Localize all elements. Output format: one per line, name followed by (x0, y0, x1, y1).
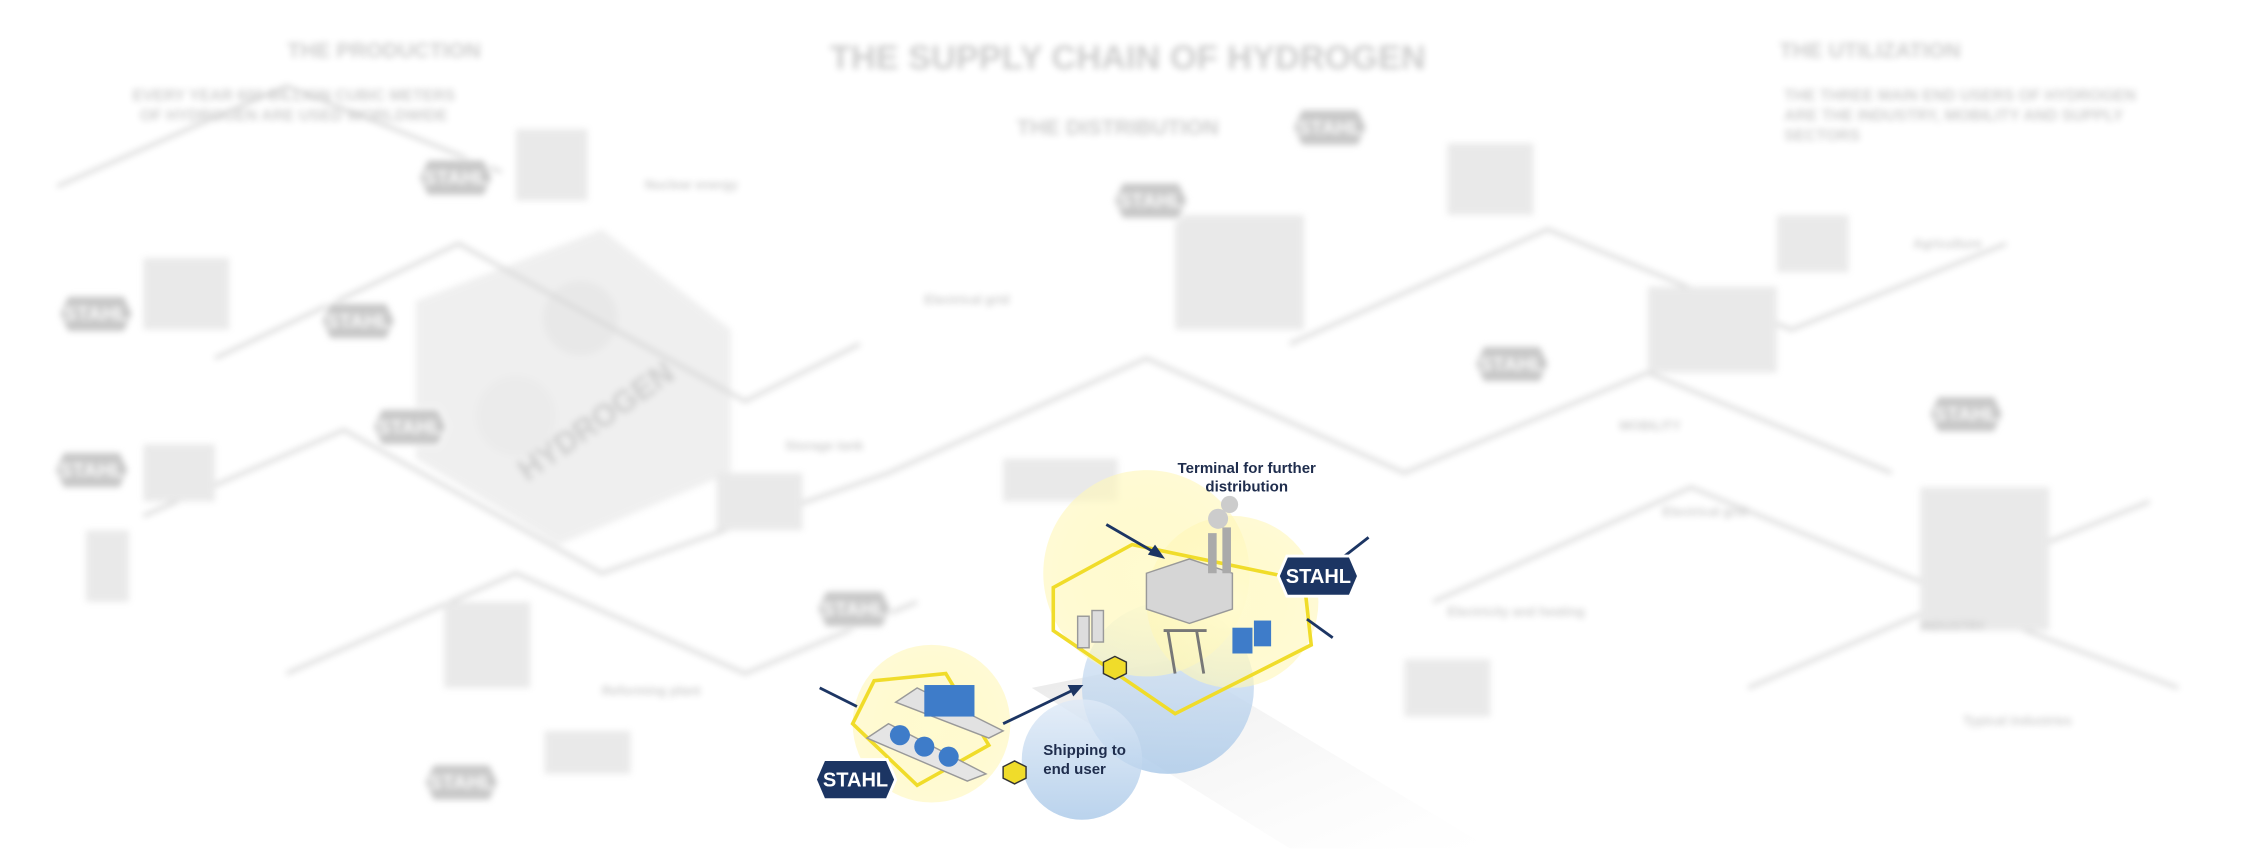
section-subtitle: OF HYDROGEN ARE USED WORLDWIDE (140, 107, 447, 124)
terminal-building (1076, 495, 1272, 681)
main-title: THE SUPPLY CHAIN OF HYDROGEN (830, 39, 1426, 77)
badge-text: STAHL (1118, 190, 1183, 212)
section-title: THE UTILIZATION (1780, 38, 1961, 62)
background-label: Typical industries (1963, 713, 2072, 728)
badge-text: STAHL (326, 311, 391, 333)
badge-text: STAHL (1933, 404, 1998, 426)
badge-text: STAHL (377, 417, 442, 439)
badge-shape (52, 450, 131, 491)
badge-text: STAHL (429, 772, 494, 794)
blurred-background: THE SUPPLY CHAIN OF HYDROGEN THE PRODUCTI… (52, 38, 2179, 803)
badge-shape (416, 157, 495, 198)
ships (865, 685, 1027, 785)
stahl-badge: STAHL (57, 293, 135, 334)
stahl-badge: STAHL (815, 589, 893, 630)
stahl-badge: STAHL (1291, 107, 1369, 148)
background-label: Electrical grid (924, 292, 1009, 307)
hydrogen-hexagon (415, 229, 731, 545)
section-subtitle: EVERY YEAR 600 BILLION CUBIC METERS (132, 87, 455, 104)
shipping-label: end user (1043, 761, 1106, 778)
facility-blocks (85, 129, 2050, 774)
stahl-badge: STAHL (1473, 343, 1551, 385)
badge-text: STAHL (1479, 354, 1544, 376)
badge-shape (371, 407, 449, 448)
badge-shape (813, 758, 898, 802)
background-label: Electrical grid (1662, 504, 1747, 519)
badge-text: STAHL (823, 769, 888, 791)
badge-text: STAHL (1297, 117, 1362, 139)
stahl-badge: STAHL (1927, 394, 2005, 435)
background-label: INDUSTRY (1920, 619, 1986, 634)
background-label: Electricity and heating (1447, 604, 1584, 619)
h2-sphere (475, 375, 557, 456)
background-label: MOBILITY (1619, 418, 1681, 433)
badge-shape (422, 762, 501, 803)
badge-shape (1927, 394, 2005, 435)
badge-shape (815, 589, 893, 630)
badge-text: STAHL (821, 599, 886, 621)
badge-shape (1111, 180, 1190, 221)
h2-sphere (543, 280, 618, 356)
background-label: Agriculture (1913, 236, 1982, 251)
badge-text: STAHL (59, 460, 124, 482)
stahl-badge: STAHL (1276, 554, 1361, 598)
badge-text: STAHL (1286, 566, 1351, 588)
badge-shape (1291, 107, 1369, 148)
section-title: THE PRODUCTION (287, 38, 480, 62)
water-glow (1021, 699, 1143, 820)
section-title: THE DISTRIBUTION (1017, 116, 1219, 140)
badge-shape (319, 300, 398, 342)
badge-text: STAHL (63, 304, 128, 326)
stahl-badge: STAHL (1111, 180, 1190, 221)
terminal-label: Terminal for further (1178, 460, 1317, 477)
section-subtitle: ARE THE INDUSTRY, MOBILITY AND SUPPLY (1784, 107, 2124, 124)
arrow-heads (1067, 544, 1166, 697)
stahl-badge: STAHL (416, 157, 495, 198)
section-subtitle: THE THREE MAIN END USERS OF HYDROGEN (1784, 87, 2136, 104)
background-label: Nuclear energy (645, 177, 739, 192)
badge-shape (57, 293, 135, 334)
stahl-badge: STAHL (52, 450, 131, 491)
stahl-badge: STAHL (371, 407, 449, 448)
pipelines (56, 84, 2179, 690)
section-subtitle: SECTORS (1784, 127, 1860, 144)
stahl-badge: STAHL (422, 762, 501, 803)
badge-text: STAHL (423, 167, 488, 189)
stahl-badge: STAHL (319, 300, 398, 342)
highlight-zone: STAHL STAHL Terminal for further distributi… (813, 460, 1491, 849)
stahl-badge: STAHL (813, 758, 898, 802)
badge-shape (1276, 554, 1361, 598)
background-label: Reforming plant (602, 683, 701, 698)
shipping-label: Shipping to (1043, 742, 1126, 759)
badge-shape (1473, 343, 1551, 385)
background-label: Storage tank (785, 438, 864, 453)
terminal-label: distribution (1205, 479, 1288, 496)
